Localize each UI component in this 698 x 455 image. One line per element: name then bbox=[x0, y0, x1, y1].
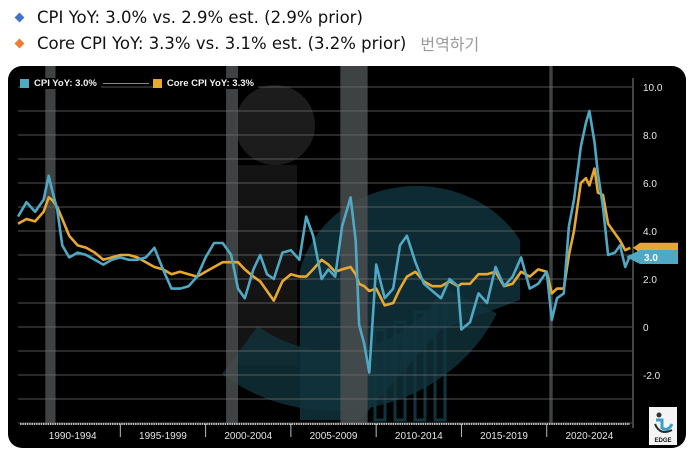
y-tick-label: 10.0 bbox=[643, 83, 663, 94]
y-tick-label: 8.0 bbox=[643, 131, 657, 142]
x-period-label: 2005-2009 bbox=[310, 431, 358, 442]
x-period-label: 2000-2004 bbox=[224, 431, 272, 442]
x-period-label: 1990-1994 bbox=[49, 431, 97, 442]
legend-swatch-core bbox=[152, 79, 162, 88]
y-tick-label: 0 bbox=[643, 323, 649, 334]
legend-label-core: Core CPI YoY: 3.3% bbox=[166, 78, 254, 89]
chart-legend: CPI YoY: 3.0% Core CPI YoY: 3.3% bbox=[20, 78, 258, 89]
series-line-core bbox=[17, 167, 631, 307]
y-tick-label: 6.0 bbox=[643, 179, 657, 190]
y-tick-label: -2.0 bbox=[643, 371, 661, 382]
legend-gridline bbox=[102, 83, 149, 84]
legend-item-core: Core CPI YoY: 3.3% bbox=[152, 78, 258, 89]
recession-band bbox=[340, 66, 368, 423]
edge-logo: EDGE bbox=[649, 407, 677, 445]
recession-band bbox=[549, 66, 553, 423]
bullet-text: Core CPI YoY: 3.3% vs. 3.1% est. (3.2% p… bbox=[37, 33, 407, 53]
legend-label-cpi: CPI YoY: 3.0% bbox=[34, 78, 97, 89]
translate-link[interactable]: 번역하기 bbox=[420, 35, 480, 54]
end-label-cpi: 3.0 bbox=[644, 253, 658, 264]
x-axis: 1990-1994 1995-1999 2000-2004 2005-2009 2010… bbox=[20, 423, 630, 442]
x-period-label: 2020-2024 bbox=[565, 431, 613, 442]
legend-item-cpi: CPI YoY: 3.0% bbox=[20, 78, 101, 89]
x-period-label: 2015-2019 bbox=[480, 431, 528, 442]
chart-panel: 10.0 8.0 6.0 4.0 2.0 0 -2.0 3.0 1990-1994 1995-… bbox=[8, 66, 686, 448]
end-value-tags: 3.0 bbox=[626, 242, 678, 264]
diamond-bullet-icon bbox=[14, 38, 25, 48]
line-chart: 10.0 8.0 6.0 4.0 2.0 0 -2.0 3.0 1990-1994 1995-… bbox=[16, 66, 678, 445]
bullet-core-cpi: Core CPI YoY: 3.3% vs. 3.1% est. (3.2% p… bbox=[14, 30, 479, 56]
x-period-label: 1995-1999 bbox=[139, 431, 187, 442]
series-lines bbox=[16, 109, 632, 374]
svg-text:EDGE: EDGE bbox=[654, 438, 671, 444]
legend-swatch-cpi bbox=[20, 79, 29, 88]
bullet-text: CPI YoY: 3.0% vs. 2.9% est. (2.9% prior) bbox=[37, 7, 363, 27]
bullet-cpi: CPI YoY: 3.0% vs. 2.9% est. (2.9% prior) bbox=[14, 4, 479, 30]
recession-band bbox=[226, 66, 239, 423]
recession-band bbox=[45, 66, 56, 423]
diamond-bullet-icon bbox=[14, 12, 25, 22]
series-line-cpi bbox=[16, 109, 632, 374]
y-axis-ticks: 10.0 8.0 6.0 4.0 2.0 0 -2.0 bbox=[643, 83, 663, 382]
y-tick-label: 2.0 bbox=[643, 275, 657, 286]
summary-bullets: CPI YoY: 3.0% vs. 2.9% est. (2.9% prior)… bbox=[14, 4, 479, 56]
y-tick-label: 4.0 bbox=[643, 227, 657, 238]
recession-bands bbox=[45, 66, 553, 423]
x-period-label: 2010-2014 bbox=[395, 431, 443, 442]
